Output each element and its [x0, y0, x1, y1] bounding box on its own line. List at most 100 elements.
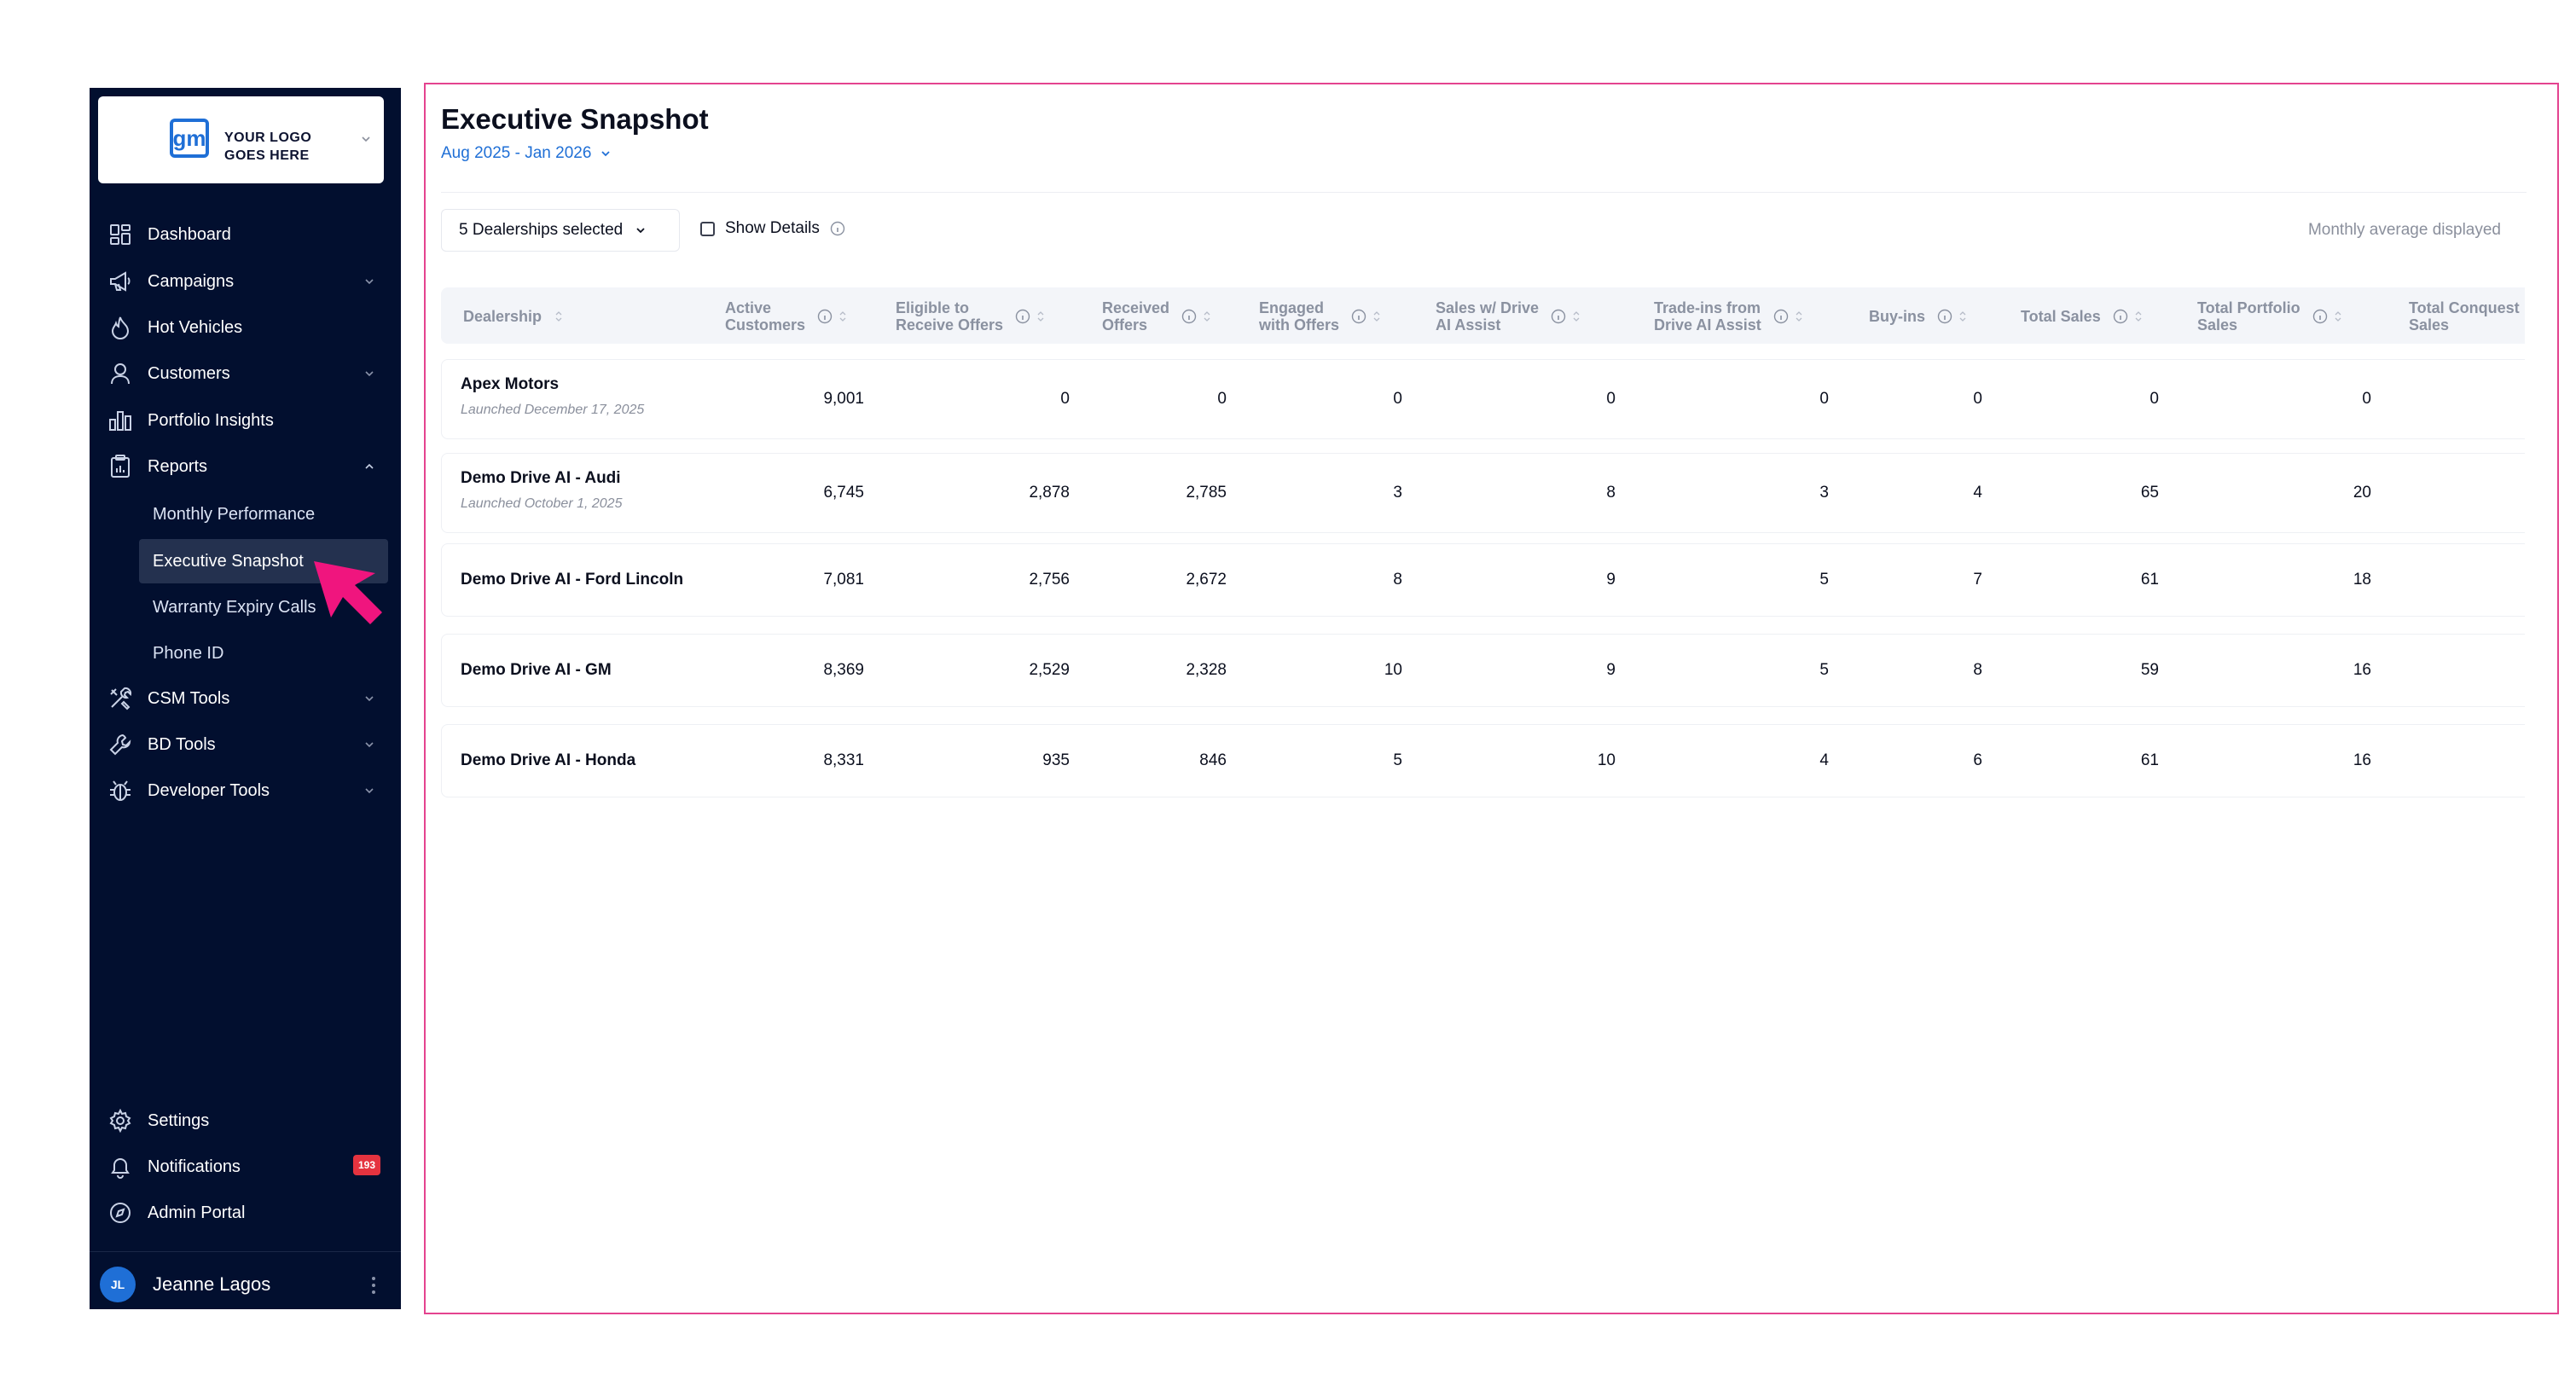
executive-snapshot-table: Dealership Active Customers Eligible to Rece… — [441, 287, 2525, 884]
sort-icon[interactable] — [1571, 310, 1581, 323]
chevron-down-icon — [365, 788, 374, 794]
sidebar-item-label: Dashboard — [148, 224, 231, 244]
sidebar-subitem-monthly-performance[interactable]: Monthly Performance — [153, 504, 316, 524]
table-cell: 61 — [2140, 751, 2159, 769]
table-cell: 0 — [2150, 390, 2159, 408]
notification-count-badge: 193 — [352, 1155, 380, 1175]
sidebar-subitem-phone-id[interactable]: Phone ID — [153, 643, 224, 663]
table-row[interactable]: Demo Drive AI - GM 8,369 2,529 2,328 10 9 5 8 59… — [441, 634, 2525, 707]
table-cell: 16 — [2353, 751, 2371, 769]
column-header-label: Total Sales — [2021, 308, 2101, 325]
table-cell: 2,785 — [1186, 484, 1227, 502]
column-header[interactable]: Total Conquest Sales — [2409, 299, 2525, 333]
sort-icon[interactable] — [1036, 310, 1046, 323]
info-icon[interactable] — [817, 309, 833, 324]
user-profile[interactable]: JL Jeanne Lagos — [100, 1263, 394, 1306]
table-cell: 0 — [1606, 390, 1616, 408]
sidebar-item-dashboard[interactable]: Dashboard — [107, 216, 392, 253]
dealership-select[interactable]: 5 Dealerships selected — [441, 209, 680, 252]
logo-line-2: GOES HERE — [224, 148, 310, 163]
sort-icon[interactable] — [1794, 310, 1804, 323]
info-icon[interactable] — [830, 221, 845, 236]
tools-icon — [107, 685, 134, 712]
show-details-checkbox[interactable] — [700, 221, 715, 236]
sort-icon[interactable] — [1958, 310, 1968, 323]
column-header[interactable]: Total Sales — [2021, 308, 2144, 325]
column-header[interactable]: Received Offers — [1102, 299, 1212, 333]
sort-icon[interactable] — [1372, 310, 1382, 323]
column-header-icons — [1176, 309, 1212, 324]
info-icon[interactable] — [2312, 309, 2328, 324]
table-cell: 9 — [1606, 571, 1616, 589]
column-header[interactable]: Buy-ins — [1869, 308, 1968, 325]
table-row[interactable]: Demo Drive AI - Honda 8,331 935 846 5 10 4 6 61 1… — [441, 724, 2525, 797]
page-title: Executive Snapshot — [441, 103, 709, 135]
info-icon[interactable] — [1351, 309, 1366, 324]
table-row[interactable]: Launched October 1, 2025 Demo Drive AI - … — [441, 453, 2525, 533]
sidebar-item-bd-tools[interactable]: BD Tools — [107, 726, 392, 763]
chevron-down-icon — [365, 371, 374, 377]
table-cell: 0 — [2362, 390, 2371, 408]
sidebar-subitem-warranty-expiry-calls[interactable]: Warranty Expiry Calls — [153, 597, 316, 617]
logo-switcher[interactable]: gm YOUR LOGO GOES HERE — [98, 96, 384, 183]
sidebar-item-settings[interactable]: Settings — [107, 1102, 392, 1139]
column-header[interactable]: Active Customers — [725, 299, 848, 333]
info-icon[interactable] — [1181, 309, 1197, 324]
table-row[interactable]: Demo Drive AI - Ford Lincoln 7,081 2,756 2,… — [441, 543, 2525, 617]
sidebar-item-label: Campaigns — [148, 271, 235, 291]
info-icon[interactable] — [1015, 309, 1030, 324]
info-icon[interactable] — [1773, 309, 1789, 324]
launch-date: Launched October 1, 2025 — [461, 496, 623, 511]
show-details-toggle[interactable]: Show Details — [700, 219, 845, 238]
more-vertical-icon[interactable] — [370, 1275, 377, 1296]
date-range-picker[interactable]: Aug 2025 - Jan 2026 — [441, 144, 612, 163]
table-cell: 6,745 — [823, 484, 864, 502]
dealership-name: Demo Drive AI - Audi — [461, 469, 621, 487]
sidebar-item-csm-tools[interactable]: CSM Tools — [107, 680, 392, 717]
sort-icon[interactable] — [1202, 310, 1212, 323]
table-cell: 4 — [1819, 751, 1829, 769]
sidebar-item-campaigns[interactable]: Campaigns — [107, 263, 392, 300]
sidebar-divider — [90, 1251, 401, 1252]
bar-chart-icon — [107, 407, 134, 434]
sort-icon[interactable] — [2133, 310, 2144, 323]
dealership-name: Apex Motors — [461, 375, 560, 393]
sidebar-item-portfolio-insights[interactable]: Portfolio Insights — [107, 402, 392, 439]
table-cell: 18 — [2353, 571, 2371, 589]
info-icon[interactable] — [1937, 309, 1952, 324]
table-cell: 9,001 — [823, 390, 864, 408]
sidebar-item-label: Reports — [148, 456, 208, 476]
column-header-label: Total Portfolio Sales — [2197, 299, 2300, 333]
sidebar-item-admin-portal[interactable]: Admin Portal — [107, 1194, 392, 1232]
column-header-label: Sales w/ Drive AI Assist — [1436, 299, 1539, 333]
info-icon[interactable] — [2113, 309, 2128, 324]
sidebar-item-developer-tools[interactable]: Developer Tools — [107, 772, 392, 809]
column-header[interactable]: Engaged with Offers — [1259, 299, 1382, 333]
table-cell: 10 — [1597, 751, 1616, 769]
table-cell: 20 — [2353, 484, 2371, 502]
sidebar-item-hot-vehicles[interactable]: Hot Vehicles — [107, 309, 392, 346]
column-header-icons — [1932, 309, 1968, 324]
column-header-line: Sales — [2197, 316, 2238, 333]
column-header[interactable]: Total Portfolio Sales — [2197, 299, 2343, 333]
table-cell: 59 — [2140, 661, 2159, 679]
sort-icon[interactable] — [2333, 310, 2343, 323]
sidebar-item-notifications[interactable]: Notifications 193 — [107, 1148, 392, 1186]
column-header[interactable]: Sales w/ Drive AI Assist — [1436, 299, 1581, 333]
chevron-down-icon — [365, 696, 374, 702]
sort-icon[interactable] — [554, 310, 564, 323]
column-header[interactable]: Dealership — [463, 308, 564, 325]
sidebar-item-customers[interactable]: Customers — [107, 355, 392, 392]
chevron-down-icon — [365, 279, 374, 285]
column-header[interactable]: Eligible to Receive Offers — [896, 299, 1046, 333]
sidebar-item-reports[interactable]: Reports — [107, 448, 392, 485]
avatar: JL — [100, 1267, 136, 1302]
sort-icon[interactable] — [838, 310, 848, 323]
table-row[interactable]: Launched December 17, 2025 Apex Motors 9,0… — [441, 359, 2525, 439]
info-icon[interactable] — [1551, 309, 1566, 324]
table-cell: 0 — [1973, 390, 1982, 408]
column-header[interactable]: Trade-ins from Drive AI Assist — [1654, 299, 1804, 333]
column-header-line: Receive Offers — [896, 316, 1004, 333]
table-cell: 65 — [2140, 484, 2159, 502]
pink-pointer-arrow — [314, 561, 382, 624]
